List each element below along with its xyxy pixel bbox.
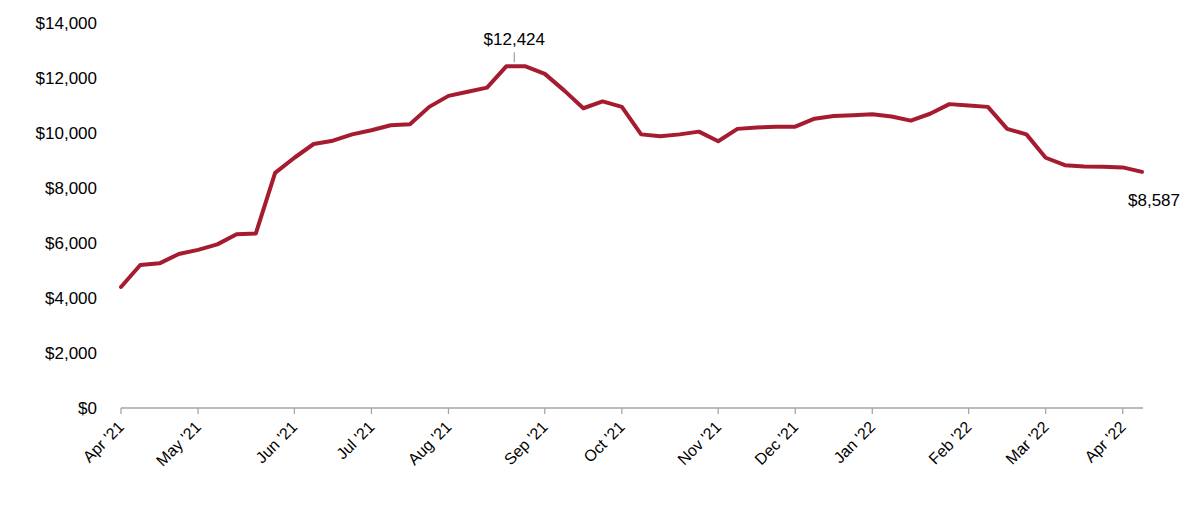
plot-area: [121, 66, 1142, 287]
y-tick-label: $2,000: [45, 344, 97, 363]
data-label: $8,587: [1128, 191, 1180, 210]
x-tick: [968, 408, 969, 414]
x-tick-label: Apr '21: [80, 418, 128, 466]
x-tick: [795, 408, 796, 414]
x-tick-label: Sep '21: [501, 418, 551, 468]
x-tick: [120, 408, 121, 414]
y-tick-label: $12,000: [36, 69, 97, 88]
x-tick: [1122, 408, 1123, 414]
x-tick-label: Nov '21: [674, 418, 724, 468]
x-tick-label: Apr '22: [1081, 418, 1129, 466]
chart: $0 $2,000 $4,000 $6,000 $8,000 $10,000 $12,000…: [0, 0, 1198, 515]
x-tick: [448, 408, 449, 414]
x-tick: [621, 408, 622, 414]
x-tick: [718, 408, 719, 414]
annotation-leader: [514, 52, 515, 62]
y-tick-label: $10,000: [36, 124, 97, 143]
x-tick-label: Aug '21: [405, 418, 455, 468]
x-tick: [544, 408, 545, 414]
x-tick-label: Oct '21: [580, 418, 628, 466]
x-tick-label: Jul '21: [333, 418, 377, 462]
y-tick-label: $8,000: [45, 179, 97, 198]
x-tick-label: Feb '22: [925, 418, 974, 467]
y-tick-label: $14,000: [36, 14, 97, 33]
x-tick: [197, 408, 198, 414]
x-tick: [872, 408, 873, 414]
y-tick-label: $0: [78, 399, 97, 418]
data-label: $12,424: [484, 30, 545, 49]
y-tick-label: $6,000: [45, 234, 97, 253]
x-tick: [294, 408, 295, 414]
line-series: [121, 66, 1142, 287]
x-tick: [1045, 408, 1046, 414]
x-tick-label: Jun '21: [252, 418, 300, 466]
x-tick: [371, 408, 372, 414]
x-tick-label: Dec '21: [751, 418, 801, 468]
x-tick-label: Jan '22: [830, 418, 878, 466]
y-tick-label: $4,000: [45, 289, 97, 308]
x-axis: [121, 407, 1143, 408]
x-tick-label: Mar '22: [1002, 418, 1051, 467]
x-tick-label: May '21: [153, 418, 204, 469]
